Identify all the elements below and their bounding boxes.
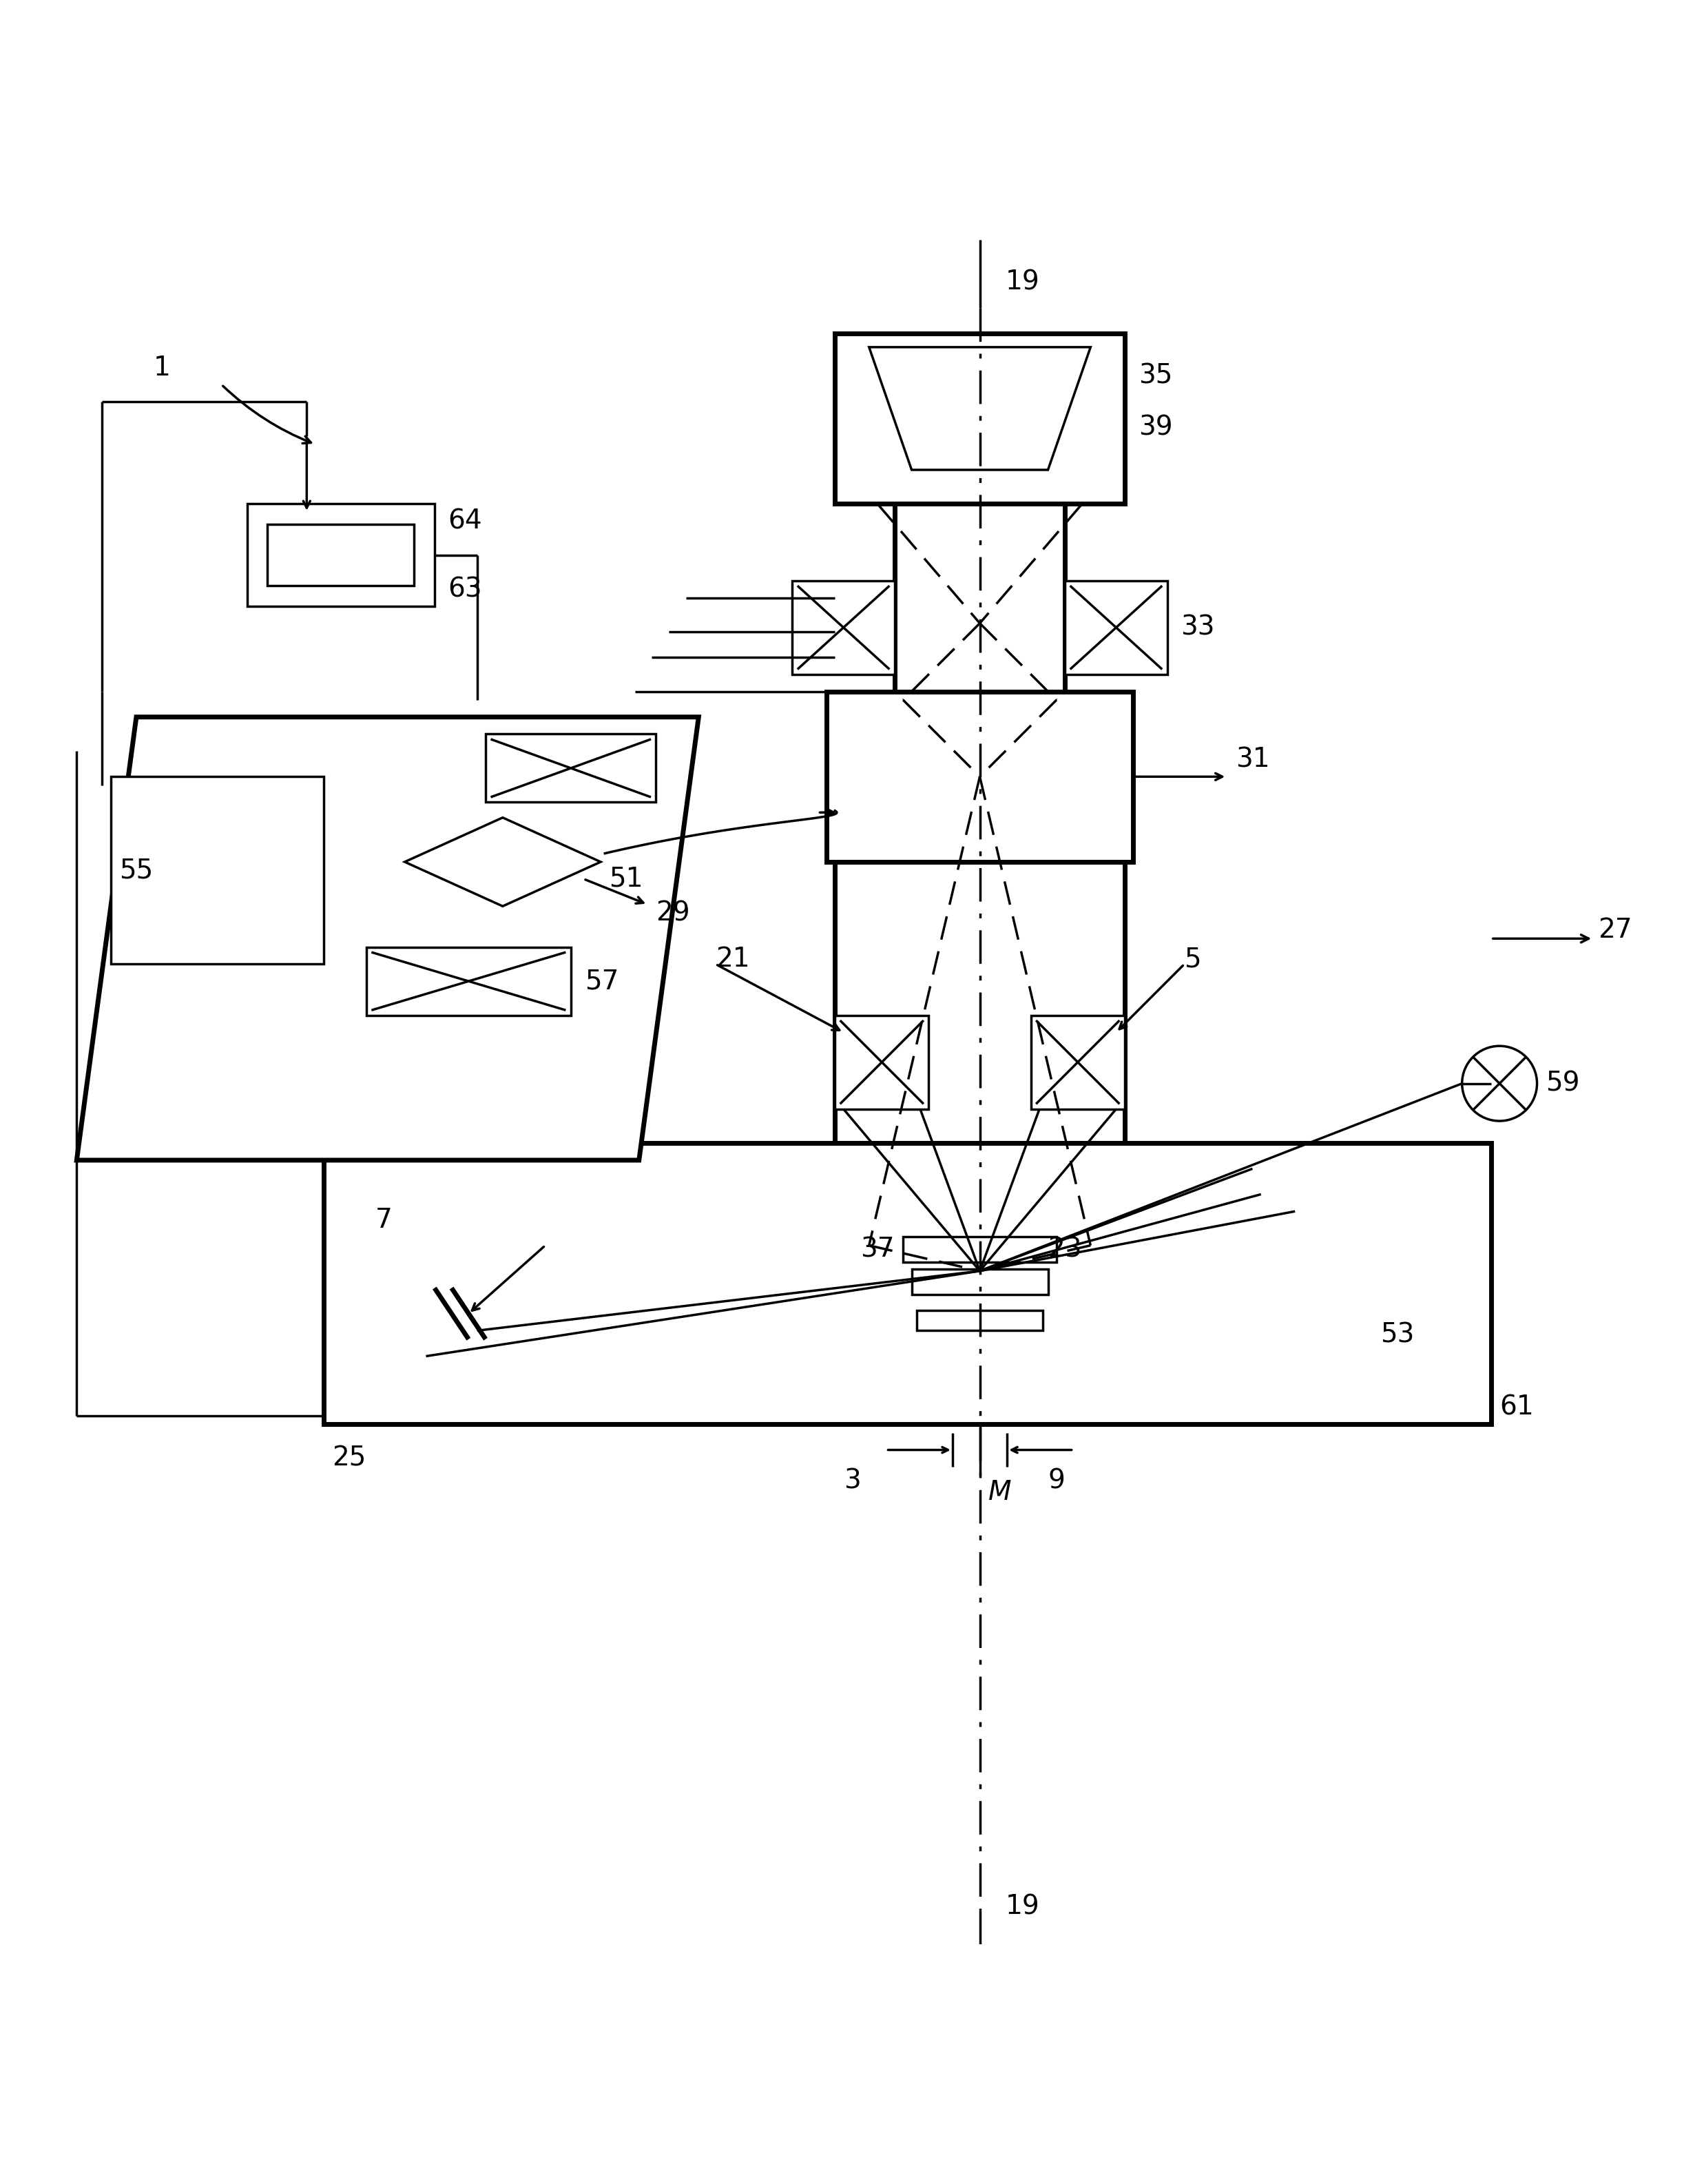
Bar <box>917 1310 1043 1330</box>
Text: 37: 37 <box>861 1236 895 1262</box>
Text: 19: 19 <box>1005 269 1039 295</box>
Text: 59: 59 <box>1546 1070 1580 1096</box>
Text: 1: 1 <box>153 354 170 380</box>
Bar <box>1031 1016 1125 1109</box>
Text: 31: 31 <box>1235 747 1269 773</box>
Text: 25: 25 <box>332 1446 366 1472</box>
Text: 3: 3 <box>843 1468 861 1494</box>
Bar <box>835 1016 929 1109</box>
Text: 35: 35 <box>1138 363 1172 389</box>
Bar <box>324 1142 1491 1424</box>
Bar <box>486 734 656 802</box>
Bar <box>835 863 1125 1142</box>
Text: 19: 19 <box>1005 1894 1039 1920</box>
Text: 61: 61 <box>1500 1393 1534 1420</box>
Text: 27: 27 <box>1598 917 1632 943</box>
Text: 57: 57 <box>584 968 619 994</box>
Text: M: M <box>988 1479 1012 1505</box>
Polygon shape <box>869 347 1091 470</box>
Text: 29: 29 <box>656 900 690 926</box>
Text: 5: 5 <box>1184 946 1201 972</box>
Bar <box>903 1236 1056 1262</box>
Text: 21: 21 <box>716 946 750 972</box>
Bar <box>366 948 571 1016</box>
Bar <box>792 581 895 675</box>
Text: 53: 53 <box>1380 1321 1414 1348</box>
Bar <box>895 505 1065 922</box>
Bar <box>826 692 1133 863</box>
Text: 51: 51 <box>608 865 644 891</box>
Text: 9: 9 <box>1048 1468 1065 1494</box>
Bar <box>1065 581 1167 675</box>
Bar <box>268 524 414 585</box>
Text: 7: 7 <box>375 1208 392 1234</box>
Text: 39: 39 <box>1138 415 1172 441</box>
Polygon shape <box>77 716 699 1160</box>
Text: 33: 33 <box>1181 614 1215 640</box>
Bar <box>835 334 1125 505</box>
Text: 55: 55 <box>119 858 153 885</box>
Text: 23: 23 <box>1048 1236 1082 1262</box>
Text: 63: 63 <box>448 577 482 603</box>
Bar <box>111 778 324 963</box>
Polygon shape <box>404 817 600 906</box>
Bar <box>247 505 435 607</box>
Bar <box>912 1269 1048 1295</box>
Text: 64: 64 <box>448 509 482 535</box>
